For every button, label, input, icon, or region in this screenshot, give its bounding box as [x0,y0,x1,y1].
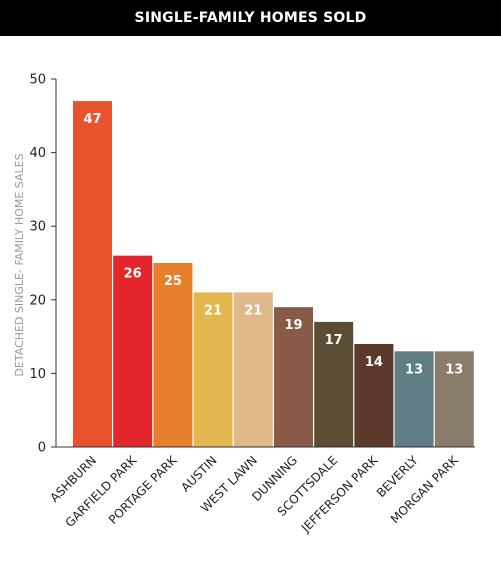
y-tick-label: 40 [29,146,46,161]
y-tick-label: 10 [29,367,46,382]
y-tick-label: 0 [38,441,46,456]
data-label: 26 [124,267,142,282]
x-tick-label: JEFFERSON PARK [298,452,381,535]
bar-austin [193,292,233,447]
bar-dunning [274,307,313,447]
bar-morgan-park [434,351,474,447]
bar-garfield-park [113,255,153,447]
bar-scottsdale [314,321,354,447]
bar-beverly [394,351,434,447]
bar-ashburn [73,101,112,447]
y-tick-label: 20 [29,293,46,308]
data-label: 21 [204,303,222,318]
data-label: 25 [164,274,182,289]
bar-west-lawn [233,292,273,447]
bar-portage-park [153,263,193,447]
y-axis-label: DETACHED SINGLE- FAMILY HOME SALES [13,153,26,376]
x-tick-label: PORTAGE PARK [106,452,180,526]
y-tick-label: 50 [29,73,46,88]
chart-title: SINGLE-FAMILY HOMES SOLD [0,0,501,36]
y-tick-label: 30 [29,220,46,235]
data-label: 19 [284,318,302,333]
x-tick-label: GARFIELD PARK [63,452,141,530]
data-label: 13 [405,362,423,377]
x-tick-label: MORGAN PARK [388,452,462,526]
data-label: 21 [244,303,262,318]
bar-jefferson-park [354,343,394,447]
data-label: 47 [83,112,101,127]
data-label: 14 [365,355,383,370]
data-label: 17 [325,333,343,348]
data-label: 13 [445,362,463,377]
